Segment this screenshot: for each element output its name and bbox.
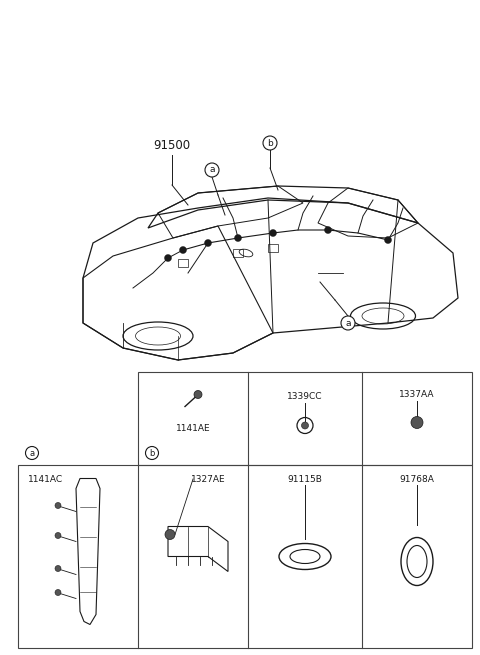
Circle shape — [194, 390, 202, 398]
Text: a: a — [29, 449, 35, 457]
Circle shape — [55, 565, 61, 572]
Circle shape — [180, 246, 187, 253]
Circle shape — [165, 529, 175, 540]
Bar — [138, 372, 472, 465]
Circle shape — [263, 136, 277, 150]
Text: b: b — [149, 449, 155, 457]
Text: a: a — [345, 318, 351, 328]
Text: b: b — [267, 138, 273, 147]
Text: 91500: 91500 — [154, 139, 191, 152]
Circle shape — [204, 240, 212, 246]
Text: 1327AE: 1327AE — [191, 474, 225, 483]
Bar — [178, 259, 188, 267]
Circle shape — [205, 163, 219, 177]
Circle shape — [341, 316, 355, 330]
Text: 1141AE: 1141AE — [176, 424, 210, 433]
Text: 1337AA: 1337AA — [399, 390, 435, 399]
Text: 91768A: 91768A — [399, 474, 434, 483]
Circle shape — [55, 502, 61, 508]
Text: 1339CC: 1339CC — [287, 392, 323, 401]
Bar — [18, 465, 472, 648]
Circle shape — [235, 234, 241, 242]
Bar — [233, 249, 243, 257]
Circle shape — [324, 227, 332, 233]
Circle shape — [269, 229, 276, 236]
Circle shape — [145, 447, 158, 460]
Circle shape — [384, 236, 392, 244]
Text: a: a — [209, 166, 215, 174]
Bar — [268, 244, 278, 252]
Circle shape — [25, 447, 38, 460]
Circle shape — [165, 255, 171, 261]
Circle shape — [55, 533, 61, 538]
Text: 1141AC: 1141AC — [28, 474, 63, 483]
Circle shape — [55, 590, 61, 595]
Circle shape — [411, 417, 423, 428]
Circle shape — [301, 422, 309, 429]
Text: 91115B: 91115B — [288, 474, 323, 483]
